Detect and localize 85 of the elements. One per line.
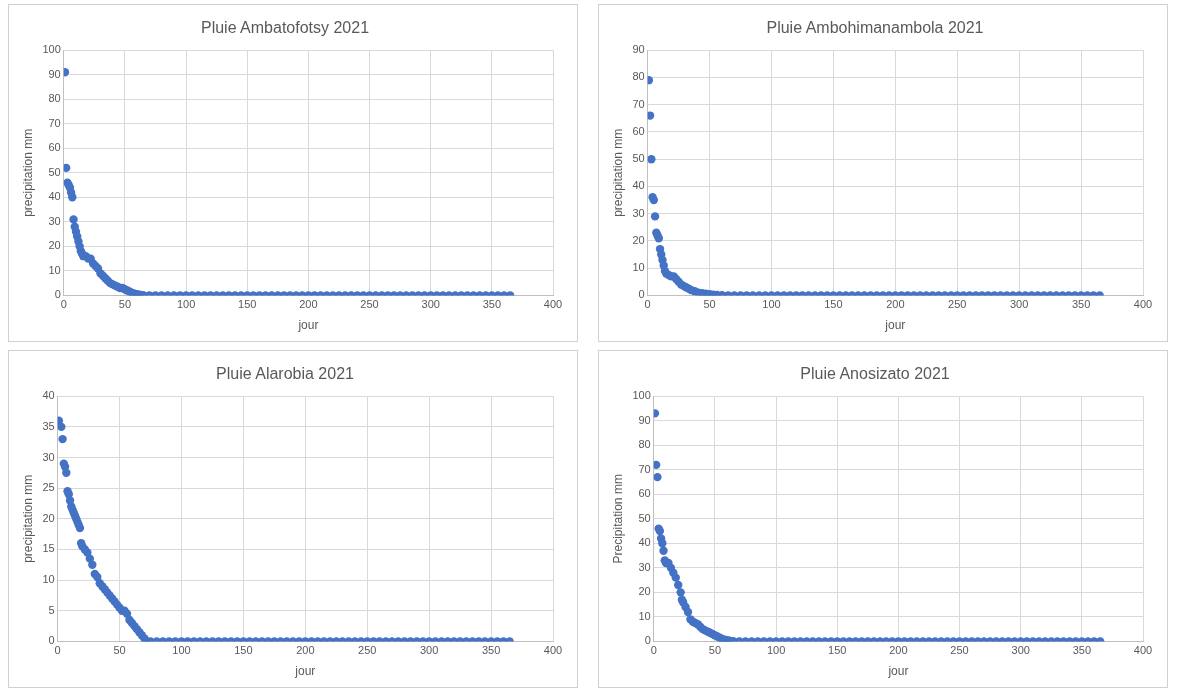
y-tick-label: 50 — [48, 165, 61, 178]
x-tick-label: 50 — [118, 298, 132, 311]
x-tick-label: 350 — [1072, 644, 1092, 657]
y-tick-label: 50 — [632, 152, 645, 165]
y-tick-label: 20 — [632, 233, 645, 246]
y-tick-label: 60 — [48, 141, 61, 154]
y-tick-label: 0 — [638, 288, 645, 301]
y-tick-label: 40 — [632, 179, 645, 192]
x-tick-label: 250 — [948, 298, 967, 311]
chart-title: Pluie Alarobia 2021 — [216, 365, 355, 383]
y-tick-label: 100 — [632, 389, 651, 402]
x-axis-title: jour — [297, 318, 319, 333]
y-tick-label: 80 — [638, 438, 651, 451]
y-tick-label: 30 — [632, 206, 645, 219]
y-tick-label: 50 — [638, 511, 651, 524]
x-tick-label: 150 — [234, 644, 253, 657]
y-tick-label: 30 — [638, 560, 651, 573]
x-tick-label: 50 — [708, 644, 722, 657]
x-tick-label: 50 — [703, 298, 716, 311]
x-tick-label: 300 — [1011, 644, 1030, 657]
y-tick-label: 0 — [54, 288, 61, 301]
x-tick-label: 150 — [828, 644, 847, 657]
y-tick-label: 90 — [632, 43, 645, 56]
x-axis-title: jour — [294, 664, 316, 679]
y-tick-label: 25 — [42, 481, 55, 494]
x-tick-label: 250 — [360, 298, 379, 311]
y-tick-label: 20 — [638, 585, 651, 598]
x-tick-label: 250 — [358, 644, 377, 657]
y-tick-label: 90 — [48, 67, 61, 80]
x-tick-label: 400 — [543, 644, 563, 657]
y-tick-label: 5 — [48, 603, 55, 616]
y-tick-label: 100 — [42, 43, 61, 56]
y-tick-label: 80 — [48, 92, 61, 105]
y-tick-label: 40 — [638, 536, 651, 549]
y-tick-label: 15 — [42, 542, 55, 555]
x-tick-label: 150 — [238, 298, 257, 311]
y-tick-label: 40 — [48, 190, 61, 203]
x-tick-label: 250 — [950, 644, 969, 657]
y-axis-title: precipitation mm — [610, 128, 625, 217]
y-tick-label: 20 — [42, 511, 55, 524]
x-tick-label: 400 — [543, 298, 563, 311]
y-tick-label: 35 — [42, 419, 55, 432]
x-tick-label: 200 — [889, 644, 908, 657]
y-tick-label: 10 — [42, 573, 55, 586]
chart-title: Pluie Ambatofotsy 2021 — [200, 19, 370, 37]
y-tick-label: 20 — [48, 239, 61, 252]
y-tick-label: 0 — [48, 634, 55, 647]
x-tick-label: 200 — [886, 298, 905, 311]
x-tick-label: 150 — [824, 298, 843, 311]
y-tick-label: 60 — [638, 487, 651, 500]
y-axis-title: precipitation mm — [20, 474, 35, 563]
y-tick-label: 60 — [632, 124, 645, 137]
x-tick-label: 300 — [421, 298, 440, 311]
y-tick-label: 90 — [638, 413, 651, 426]
chart-title: Pluie Ambohimanambola 2021 — [766, 19, 984, 37]
x-tick-label: 50 — [113, 644, 126, 657]
y-tick-label: 80 — [632, 70, 645, 83]
y-tick-label: 10 — [48, 263, 61, 276]
x-tick-label: 100 — [766, 644, 786, 657]
chart-title: Pluie Anosizato 2021 — [800, 365, 950, 383]
y-tick-label: 40 — [42, 389, 55, 402]
y-axis-title: precipitation mm — [20, 128, 35, 217]
x-tick-label: 300 — [1009, 298, 1029, 311]
x-tick-label: 100 — [176, 298, 196, 311]
y-tick-label: 0 — [644, 634, 651, 647]
x-axis-title: jour — [884, 318, 906, 333]
y-tick-label: 30 — [48, 214, 61, 227]
x-tick-label: 350 — [1071, 298, 1091, 311]
y-tick-label: 30 — [42, 450, 55, 463]
x-tick-label: 400 — [1133, 644, 1153, 657]
x-tick-label: 350 — [481, 644, 501, 657]
y-tick-label: 70 — [632, 97, 645, 110]
y-tick-label: 70 — [48, 116, 61, 129]
x-tick-label: 350 — [482, 298, 502, 311]
y-axis-title: Precipitation mm — [610, 474, 625, 564]
y-tick-label: 10 — [638, 609, 651, 622]
y-tick-label: 10 — [632, 261, 645, 274]
x-tick-label: 200 — [299, 298, 318, 311]
x-tick-label: 100 — [172, 644, 191, 657]
x-axis-title: jour — [887, 664, 909, 679]
x-tick-label: 300 — [419, 644, 439, 657]
x-tick-label: 200 — [296, 644, 315, 657]
x-tick-label: 100 — [762, 298, 781, 311]
x-tick-label: 400 — [1133, 298, 1153, 311]
y-tick-label: 70 — [638, 462, 651, 475]
